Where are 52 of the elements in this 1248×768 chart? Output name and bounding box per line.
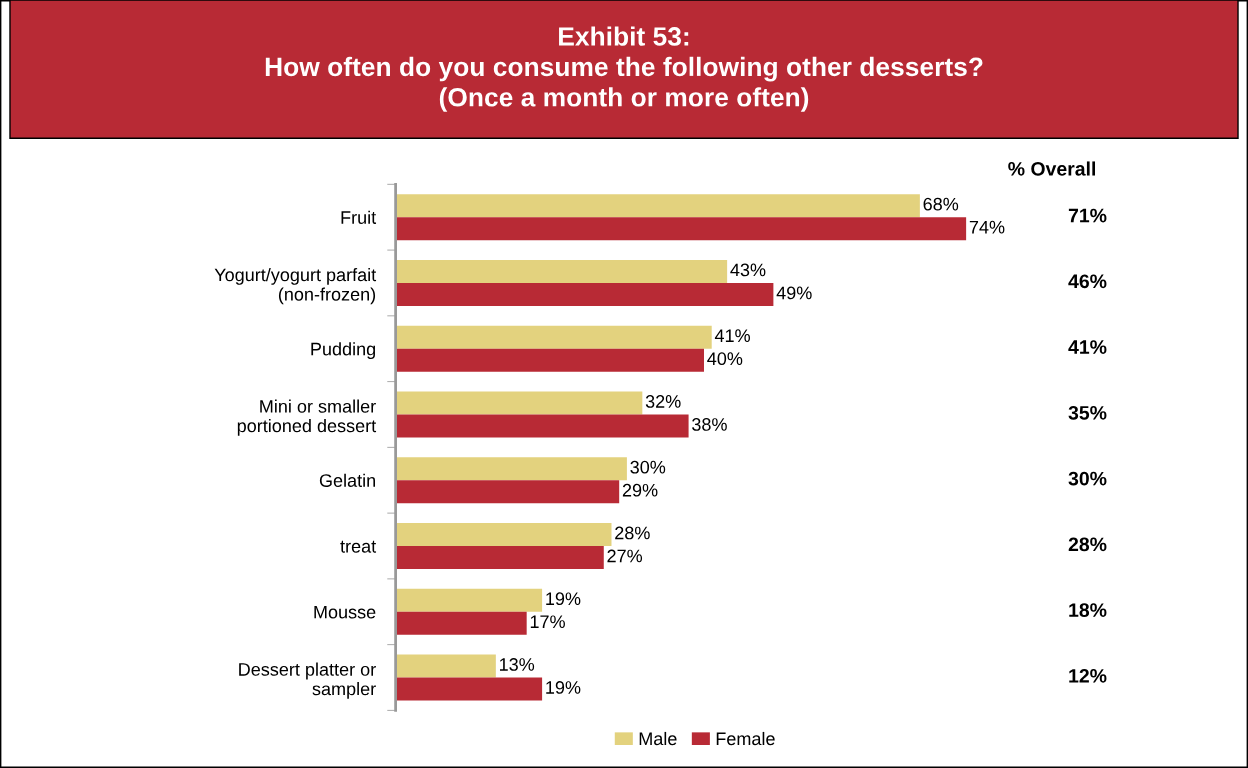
bar: [395, 325, 712, 349]
bar: [395, 654, 496, 678]
bar: [395, 611, 527, 635]
legend-label: Male: [639, 731, 677, 746]
data-label: 38%: [692, 418, 727, 431]
data-label: 27%: [607, 549, 643, 563]
bar: [395, 457, 627, 481]
data-label: 68%: [923, 197, 959, 211]
bar: [395, 522, 612, 546]
text: 18%: [1069, 603, 1107, 617]
bar: [395, 259, 728, 283]
data-label: 32%: [645, 395, 681, 408]
bar: [395, 391, 643, 415]
bar: [395, 414, 689, 438]
bar: [395, 480, 620, 504]
data-label: 40%: [707, 352, 743, 366]
y-tick-label: Dessert platter or sampler: [239, 662, 376, 699]
data-label: 19%: [546, 592, 581, 606]
y-tick-label: Gelatin: [319, 473, 375, 487]
y-tick-label: Pudding: [311, 342, 376, 360]
legend-label: Female: [716, 731, 775, 746]
data-label: 49%: [776, 286, 812, 300]
bar: [395, 588, 543, 612]
text: 35%: [1068, 405, 1107, 420]
bar: [395, 282, 774, 306]
y-tick-label: treat: [340, 540, 377, 553]
bar: [395, 677, 543, 701]
bar: [395, 546, 604, 570]
text: 71%: [1068, 208, 1107, 223]
y-tick-label: Yogurt/yogurt parfait (non-frozen): [214, 268, 377, 305]
text: 46%: [1068, 274, 1107, 289]
text: 30%: [1068, 471, 1107, 486]
data-label: 19%: [546, 681, 581, 694]
bar: [395, 348, 704, 372]
data-label: 28%: [615, 526, 650, 540]
data-label: 29%: [622, 483, 658, 497]
data-label: 43%: [730, 263, 766, 277]
data-label: 17%: [530, 615, 565, 629]
data-label: 30%: [630, 460, 666, 474]
text: 28%: [1068, 537, 1107, 552]
y-tick-label: Mini or smaller portioned dessert: [237, 399, 377, 436]
y-tick-label: Mousse: [314, 605, 376, 619]
text: 12%: [1069, 668, 1107, 683]
chart-title: Exhibit 53: How often do you consume the following other desserts? (Once a month or more often): [265, 26, 983, 112]
bar: [395, 217, 967, 241]
text: 41%: [1068, 340, 1107, 354]
y-tick-label: Fruit: [341, 210, 377, 224]
data-label: 74%: [969, 220, 1005, 234]
bar: [395, 194, 920, 218]
text: % Overall: [1008, 161, 1095, 176]
data-label: 13%: [500, 658, 535, 671]
data-label: 41%: [714, 329, 750, 342]
